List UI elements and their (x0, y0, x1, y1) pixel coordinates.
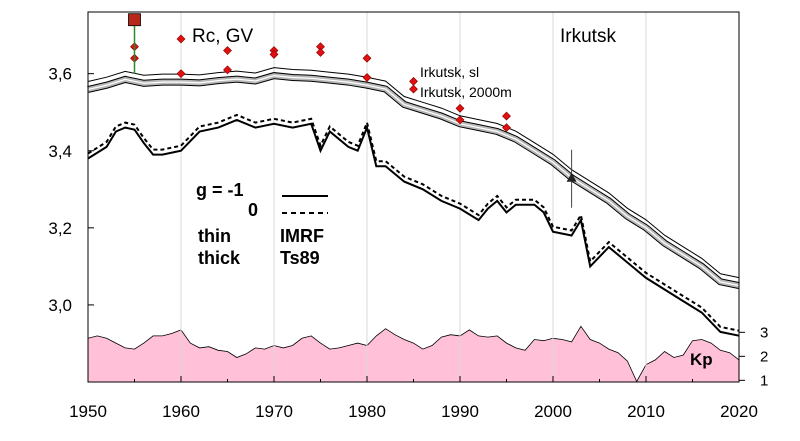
square-marker (128, 13, 141, 27)
kp-tick-label-2: 2 (760, 348, 768, 365)
series-label-sl: Irkutsk, sl (420, 64, 479, 80)
station-point-3 (176, 69, 186, 79)
kp-tick-label-1: 1 (760, 372, 768, 389)
legend-g-minus1: g = -1 (196, 180, 244, 200)
station-point-17 (502, 123, 511, 133)
series-sl-solid (87, 118, 740, 337)
series-label-2000m: Irkutsk, 2000m (420, 84, 512, 100)
chart-title: Rc, GV (192, 26, 254, 47)
legend-ts89: Ts89 (280, 248, 320, 268)
x-tick-label-1980: 1980 (348, 402, 386, 421)
x-tick-label-2000: 2000 (534, 402, 572, 421)
station-point-9 (316, 48, 325, 57)
station-point-13 (409, 84, 418, 94)
station-label: Irkutsk (560, 26, 616, 47)
x-axis: 1950 1960 1970 1980 1990 2000 2010 2020 (69, 376, 758, 421)
legend-thin: thin (198, 226, 231, 246)
series-sl-dashed (87, 113, 740, 332)
station-point-15 (455, 115, 465, 125)
y-axis: 3,0 3,2 3,4 3,6 (48, 65, 94, 315)
x-tick-label-1960: 1960 (162, 402, 200, 421)
station-point-2 (176, 34, 186, 44)
x-tick-label-2020: 2020 (720, 402, 758, 421)
station-point-11 (362, 73, 372, 82)
y-tick-label-3,6: 3,6 (48, 65, 72, 84)
station-point-14 (455, 103, 465, 113)
legend-imrf: IMRF (280, 226, 324, 246)
triangle-marker (566, 172, 577, 182)
station-point-10 (362, 53, 372, 63)
series-layer (87, 67, 740, 337)
station-point-16 (502, 111, 511, 121)
x-tick-label-1990: 1990 (441, 402, 479, 421)
station-point-5 (223, 65, 232, 75)
series-2000m-thin (87, 67, 740, 279)
kp-panel (87, 325, 740, 383)
kp-axis: 1 2 3 (739, 324, 768, 389)
kp-area (87, 325, 740, 383)
x-tick-label-2010: 2010 (627, 402, 665, 421)
y-tick-label-3,0: 3,0 (48, 296, 72, 315)
y-tick-label-3,4: 3,4 (48, 142, 72, 161)
station-point-7 (269, 49, 279, 59)
y-tick-label-3,2: 3,2 (48, 219, 72, 238)
station-points (128, 13, 577, 208)
x-tick-label-1950: 1950 (69, 402, 107, 421)
legend-g-zero: 0 (248, 200, 258, 220)
station-point-4 (223, 46, 232, 55)
legend-thick: thick (198, 248, 241, 268)
kp-tick-label-3: 3 (760, 324, 768, 341)
kp-label: Kp (690, 350, 713, 369)
series-2000m-center (87, 74, 740, 287)
x-tick-label-1970: 1970 (255, 402, 293, 421)
